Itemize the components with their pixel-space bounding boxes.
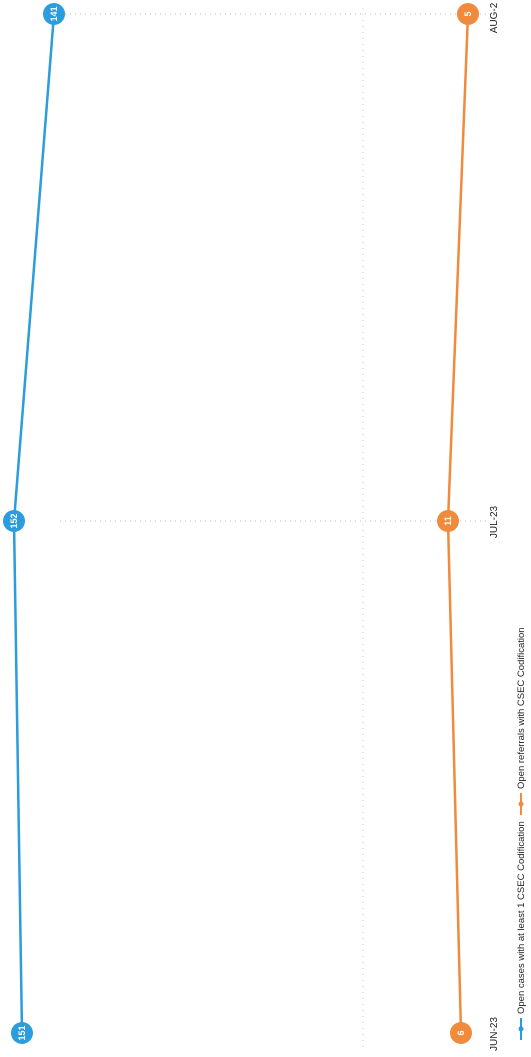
data-point-open-referrals-jul <box>437 510 459 532</box>
legend: Open cases with at least 1 CSEC Codifica… <box>516 627 527 1040</box>
tick-label-jul: JUL-23 <box>489 505 500 538</box>
data-point-open-referrals-jun <box>450 1022 472 1044</box>
legend-item-open-referrals: Open referrals with CSEC Codification <box>516 627 527 815</box>
data-point-open-referrals-aug <box>457 3 479 25</box>
legend-swatch-marker-open-referrals <box>518 801 524 807</box>
category-axis: JUN-23 JUL-23 AUG-2 <box>489 2 500 1051</box>
series-group: 151 152 141 6 11 5 <box>3 3 479 1050</box>
tick-label-aug: AUG-2 <box>489 2 500 33</box>
data-label-open-cases-jul: 152 <box>9 513 19 528</box>
data-label-open-cases-aug: 141 <box>49 6 59 21</box>
data-point-open-cases-jul <box>3 510 25 532</box>
legend-swatch-marker-open-cases <box>518 1026 524 1032</box>
data-point-open-cases-aug <box>43 3 65 25</box>
data-point-open-cases-jun <box>11 1022 33 1044</box>
data-label-open-cases-jun: 151 <box>17 1025 27 1040</box>
legend-item-open-cases: Open cases with at least 1 CSEC Codifica… <box>516 821 527 1040</box>
tick-label-jun: JUN-23 <box>489 1017 500 1051</box>
legend-label-open-cases: Open cases with at least 1 CSEC Codifica… <box>516 821 527 1014</box>
gridlines <box>60 13 490 522</box>
legend-label-open-referrals: Open referrals with CSEC Codification <box>516 627 527 789</box>
data-label-open-referrals-jun: 6 <box>456 1030 466 1035</box>
data-label-open-referrals-jul: 11 <box>443 516 453 526</box>
data-label-open-referrals-aug: 5 <box>463 11 473 16</box>
